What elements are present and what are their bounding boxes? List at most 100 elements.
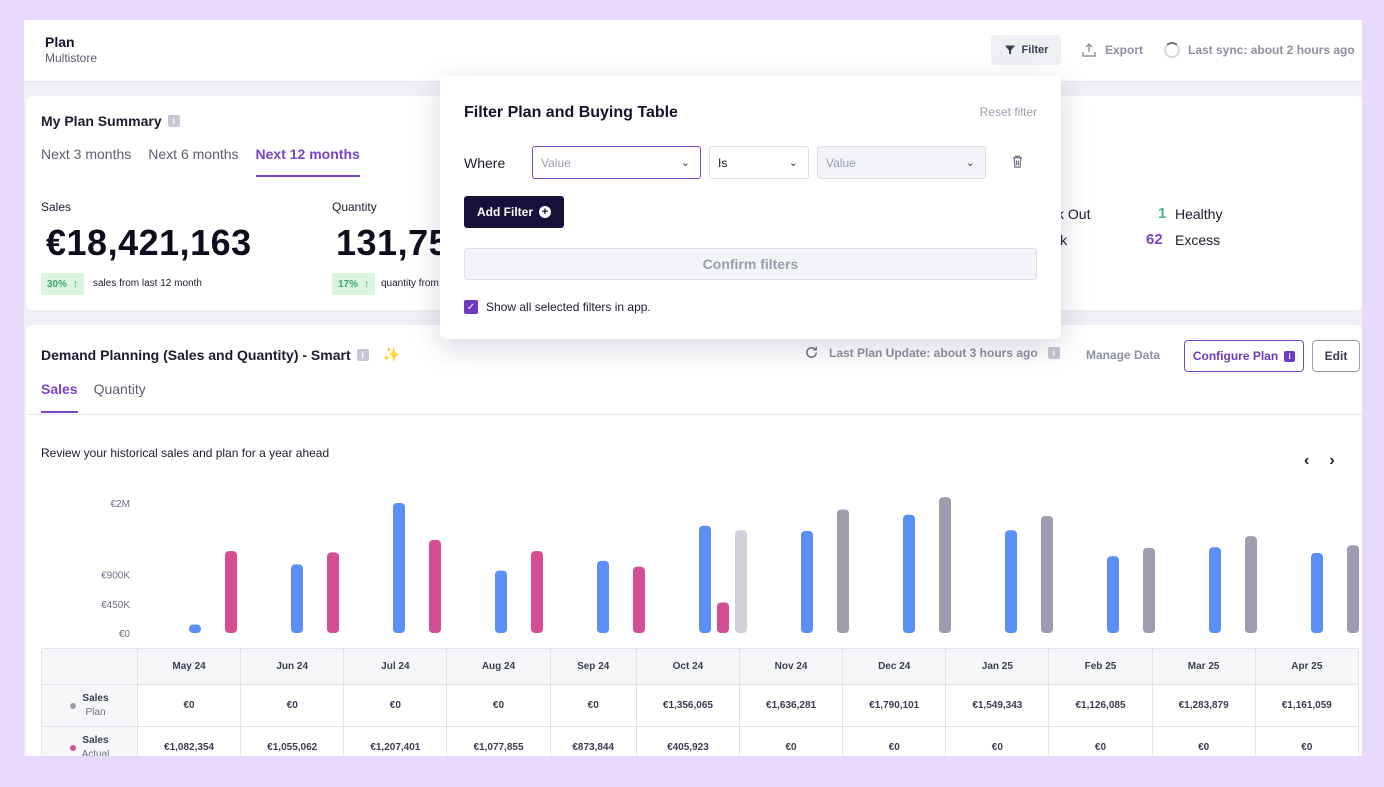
tab-next-6-months[interactable]: Next 6 months — [148, 146, 239, 162]
bar-sales-plan[interactable] — [291, 564, 303, 633]
filter-value-placeholder: Value — [826, 155, 856, 170]
bar-sales-plan[interactable] — [189, 624, 201, 633]
show-all-filters-option[interactable]: ✓ Show all selected filters in app. — [464, 300, 651, 314]
plus-circle-icon: + — [539, 206, 551, 218]
export-button[interactable]: Export — [1081, 35, 1143, 65]
bar-sales-plan[interactable] — [1311, 553, 1323, 633]
arrow-up-icon: ↑ — [364, 278, 370, 290]
add-filter-button[interactable]: Add Filter + — [464, 196, 564, 228]
info-icon: i — [1284, 350, 1296, 362]
bar-sales-plan[interactable] — [495, 570, 507, 633]
configure-plan-label: Configure Plan — [1192, 349, 1279, 363]
tab-sales[interactable]: Sales — [41, 381, 78, 413]
tab-next-3-months[interactable]: Next 3 months — [41, 146, 132, 162]
table-cell: €1,082,354 — [136, 726, 242, 756]
bar-sales-plan[interactable] — [597, 560, 609, 633]
y-tick-label: €0 — [119, 629, 131, 640]
sales-growth-badge: 30% ↑ — [41, 273, 85, 295]
info-icon[interactable]: i — [1047, 346, 1060, 359]
add-filter-label: Add Filter — [477, 205, 533, 219]
table-cell: €0 — [136, 684, 242, 727]
bar-sales-actual[interactable] — [429, 540, 441, 633]
table-cell: €0 — [842, 726, 947, 756]
bar-sales-actual[interactable] — [837, 509, 849, 634]
bar-sales-actual[interactable] — [225, 551, 237, 633]
filter-value-select[interactable]: Value ⌄ — [817, 146, 986, 179]
where-label: Where — [464, 155, 506, 171]
column-header: Nov 24 — [738, 648, 844, 685]
confirm-filters-button[interactable]: Confirm filters — [464, 248, 1037, 280]
table-cell: €1,161,059 — [1254, 684, 1360, 727]
checkbox-checked-icon[interactable]: ✓ — [464, 300, 478, 314]
table-cell: €0 — [240, 684, 345, 727]
table-cell: €0 — [1151, 726, 1256, 756]
bar-sales-forecast[interactable] — [735, 530, 747, 633]
column-header: Jan 25 — [945, 648, 1050, 685]
bar-sales-actual[interactable] — [717, 602, 729, 633]
y-tick-label: €450K — [101, 600, 130, 611]
table-cell: €405,923 — [635, 726, 741, 756]
table-cell: €1,549,343 — [945, 684, 1050, 727]
row-label-sales-actual: Sales Actual — [41, 726, 138, 756]
bar-sales-actual[interactable] — [531, 551, 543, 633]
arrow-up-icon: ↑ — [73, 278, 79, 290]
sales-metric-value: €18,421,163 — [46, 222, 252, 263]
sales-growth-value: 30% — [47, 278, 68, 290]
table-cell: €0 — [945, 726, 1050, 756]
table-cell: €0 — [1048, 726, 1153, 756]
chevron-down-icon: ⌄ — [680, 157, 690, 169]
sync-status-text: Last sync: about 2 hours ago — [1188, 43, 1355, 57]
export-button-label: Export — [1105, 43, 1144, 57]
quantity-metric-value: 131,75 — [336, 222, 450, 263]
bar-sales-actual[interactable] — [633, 566, 645, 633]
bar-sales-actual[interactable] — [1041, 516, 1053, 633]
bar-sales-actual[interactable] — [1143, 547, 1155, 633]
table-row: Sales Plan €0 €0 €0 €0 €0 €1,356,065 €1,6… — [41, 684, 1360, 727]
chevron-right-icon[interactable]: › — [1329, 452, 1335, 469]
filter-button[interactable]: Filter — [991, 35, 1061, 65]
healthy-label: Healthy — [1175, 206, 1223, 222]
demand-planning-card: Demand Planning (Sales and Quantity) - S… — [26, 325, 1362, 756]
bar-sales-actual[interactable] — [939, 497, 951, 633]
reset-filter-link[interactable]: Reset filter — [979, 105, 1037, 119]
trash-icon[interactable] — [1010, 154, 1025, 169]
bar-sales-actual[interactable] — [1347, 545, 1359, 633]
bar-sales-plan[interactable] — [801, 530, 813, 633]
row-label-sales-plan: Sales Plan — [41, 684, 138, 727]
table-cell: €873,844 — [549, 726, 637, 756]
table-cell: €1,055,062 — [240, 726, 345, 756]
plan-summary-title: My Plan Summary i — [41, 113, 180, 129]
tab-next-12-months[interactable]: Next 12 months — [255, 146, 360, 177]
sparkle-icon: ✨ — [382, 346, 401, 362]
manage-data-button[interactable]: Manage Data — [1086, 348, 1161, 362]
bar-sales-plan[interactable] — [699, 525, 711, 633]
quantity-growth-text: quantity from — [381, 278, 439, 289]
sales-growth-text: sales from last 12 month — [93, 278, 202, 289]
table-cell: €1,356,065 — [635, 684, 741, 727]
bar-sales-plan[interactable] — [1005, 530, 1017, 633]
filter-operator-select[interactable]: Is ⌄ — [709, 146, 809, 179]
plan-summary-title-text: My Plan Summary — [41, 113, 162, 129]
quantity-growth-badge: 17% ↑ — [332, 273, 376, 295]
bar-sales-plan[interactable] — [393, 503, 405, 633]
bar-sales-plan[interactable] — [1107, 556, 1119, 633]
bar-sales-plan[interactable] — [1209, 547, 1221, 633]
sales-metric-label: Sales — [41, 200, 72, 214]
plan-table: May 24 Jun 24 Jul 24 Aug 24 Sep 24 Oct 2… — [41, 648, 1360, 756]
tab-quantity[interactable]: Quantity — [93, 381, 146, 397]
chart-navigation: ‹ › — [1304, 452, 1335, 470]
bar-sales-actual[interactable] — [327, 552, 339, 633]
column-header: Mar 25 — [1151, 648, 1256, 685]
configure-plan-button[interactable]: Configure Plan i — [1184, 340, 1304, 372]
info-icon[interactable]: i — [356, 348, 369, 361]
bar-sales-plan[interactable] — [903, 514, 915, 633]
edit-button[interactable]: Edit — [1312, 340, 1360, 372]
chevron-left-icon[interactable]: ‹ — [1304, 452, 1310, 469]
excess-count: 62 — [1146, 231, 1163, 248]
refresh-icon[interactable] — [804, 345, 819, 360]
filter-field-select[interactable]: Value ⌄ — [532, 146, 701, 179]
info-icon[interactable]: i — [167, 115, 180, 127]
healthy-count: 1 — [1158, 205, 1167, 222]
plan-update-status: Last Plan Update: about 3 hours ago i — [804, 345, 1060, 360]
bar-sales-actual[interactable] — [1245, 536, 1257, 633]
